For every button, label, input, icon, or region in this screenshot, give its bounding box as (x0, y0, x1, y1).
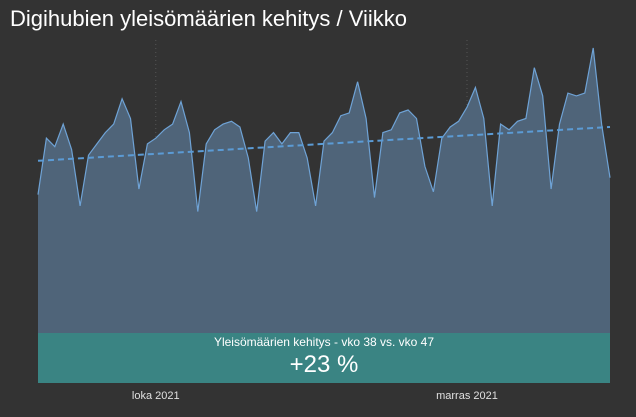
audience-area (38, 48, 610, 383)
x-tick-label: loka 2021 (131, 390, 180, 402)
audience-series-line (37, 47, 611, 212)
page-title: Digihubien yleisömäärien kehitys / Viikk… (10, 6, 408, 31)
banner-label: Yleisömäärien kehitys - vko 38 vs. vko 4… (213, 335, 435, 349)
trend-line (37, 125, 611, 162)
banner-value: +23 % (289, 351, 359, 378)
x-tick-label: marras 2021 (436, 390, 498, 402)
audience-change-banner: Yleisömäärien kehitys - vko 38 vs. vko 4… (38, 333, 610, 383)
